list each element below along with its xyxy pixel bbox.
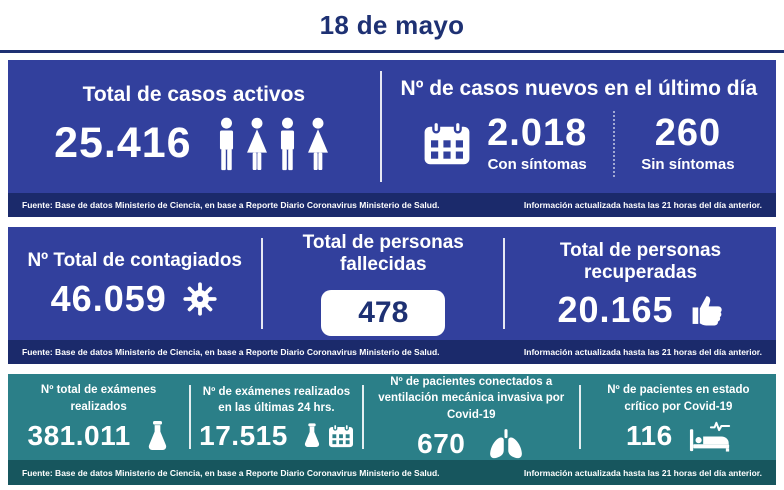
flask-icon xyxy=(304,423,319,448)
person-female-icon xyxy=(307,117,328,170)
active-cases-value: 25.416 xyxy=(54,119,192,167)
total-infected-value: 46.059 xyxy=(50,277,167,319)
person-male-icon xyxy=(280,117,294,170)
updated-note: Información actualizada hasta las 21 hor… xyxy=(523,200,762,210)
deceased-title: Total de personas fallecidas xyxy=(302,231,464,275)
card-new-cases: Nº de casos nuevos en el último día 2.01… xyxy=(382,60,776,193)
hospital-bed-icon xyxy=(689,421,730,452)
person-female-icon xyxy=(246,117,267,170)
page-title: 18 de mayo xyxy=(319,10,465,40)
calendar-icon xyxy=(328,424,353,448)
source-note: Fuente: Base de datos Ministerio de Cien… xyxy=(22,200,440,210)
ventilated-value: 670 xyxy=(417,428,466,460)
thumbs-up-icon xyxy=(692,296,722,326)
vertical-divider xyxy=(503,238,506,329)
people-icons xyxy=(212,117,334,171)
vertical-divider xyxy=(578,385,581,449)
total-infected-title: Nº Total de contagiados xyxy=(27,249,242,271)
recovered-value: 20.165 xyxy=(557,288,674,330)
row2-footer: Fuente: Base de datos Ministerio de Cien… xyxy=(8,340,776,364)
row-health-system: Nº total de exámenes realizados 381.011 … xyxy=(8,374,776,460)
card-tests-24h: Nº de exámenes realizados en las últimas… xyxy=(191,374,361,460)
vertical-divider xyxy=(379,71,382,182)
with-symptoms-label: Con síntomas xyxy=(487,156,587,173)
card-recovered: Total de personas recuperadas 20.165 xyxy=(505,227,776,340)
tests-24h-title: Nº de exámenes realizados en las últimas… xyxy=(202,385,351,414)
vertical-divider xyxy=(261,238,264,329)
card-critical: Nº de pacientes en estado crítico por Co… xyxy=(581,374,776,460)
without-symptoms-group: 260 Sin síntomas xyxy=(641,114,734,173)
card-total-infected: Nº Total de contagiados 46.059 xyxy=(8,227,261,340)
active-cases-title: Total de casos activos xyxy=(82,82,306,106)
calendar-icon xyxy=(424,121,470,165)
row-totals: Nº Total de contagiados 46.059 Total de … xyxy=(8,227,776,340)
with-symptoms-group: 2.018 Con síntomas xyxy=(487,114,587,173)
dashboard: Total de casos activos 25.416 Nº de caso… xyxy=(8,60,776,485)
recovered-title: Total de personas recuperadas xyxy=(559,239,722,283)
updated-note: Información actualizada hasta las 21 hor… xyxy=(523,347,762,357)
card-total-tests: Nº total de exámenes realizados 381.011 xyxy=(8,374,189,460)
without-symptoms-value: 260 xyxy=(654,112,722,154)
virus-icon xyxy=(183,281,217,316)
card-deceased: Total de personas fallecidas 478 xyxy=(263,227,503,340)
card-ventilated: Nº de pacientes conectados a ventilación… xyxy=(364,374,579,460)
row3-footer: Fuente: Base de datos Ministerio de Cien… xyxy=(8,460,776,485)
flask-icon xyxy=(148,420,166,450)
person-male-icon xyxy=(219,117,233,170)
source-note: Fuente: Base de datos Ministerio de Cien… xyxy=(22,467,440,478)
row1-footer: Fuente: Base de datos Ministerio de Cien… xyxy=(8,193,776,217)
critical-title: Nº de pacientes en estado crítico por Co… xyxy=(607,384,750,413)
card-active-cases: Total de casos activos 25.416 xyxy=(8,60,380,193)
title-divider xyxy=(0,50,784,53)
total-tests-title: Nº total de exámenes realizados xyxy=(40,384,157,413)
source-note: Fuente: Base de datos Ministerio de Cien… xyxy=(22,347,440,357)
dotted-divider xyxy=(613,110,616,177)
vertical-divider xyxy=(189,385,192,449)
with-symptoms-value: 2.018 xyxy=(487,112,588,154)
lungs-icon xyxy=(490,428,523,458)
total-tests-value: 381.011 xyxy=(27,420,131,452)
deceased-value-box: 478 xyxy=(321,289,446,336)
tests-24h-value: 17.515 xyxy=(199,420,288,452)
without-symptoms-label: Sin síntomas xyxy=(641,156,735,173)
ventilated-title: Nº de pacientes conectados a ventilación… xyxy=(378,376,565,421)
critical-value: 116 xyxy=(626,420,673,452)
row-daily-cases: Total de casos activos 25.416 Nº de caso… xyxy=(8,60,776,193)
new-cases-title: Nº de casos nuevos en el último día xyxy=(400,76,758,100)
updated-note: Información actualizada hasta las 21 hor… xyxy=(523,467,762,478)
vertical-divider xyxy=(361,385,364,449)
